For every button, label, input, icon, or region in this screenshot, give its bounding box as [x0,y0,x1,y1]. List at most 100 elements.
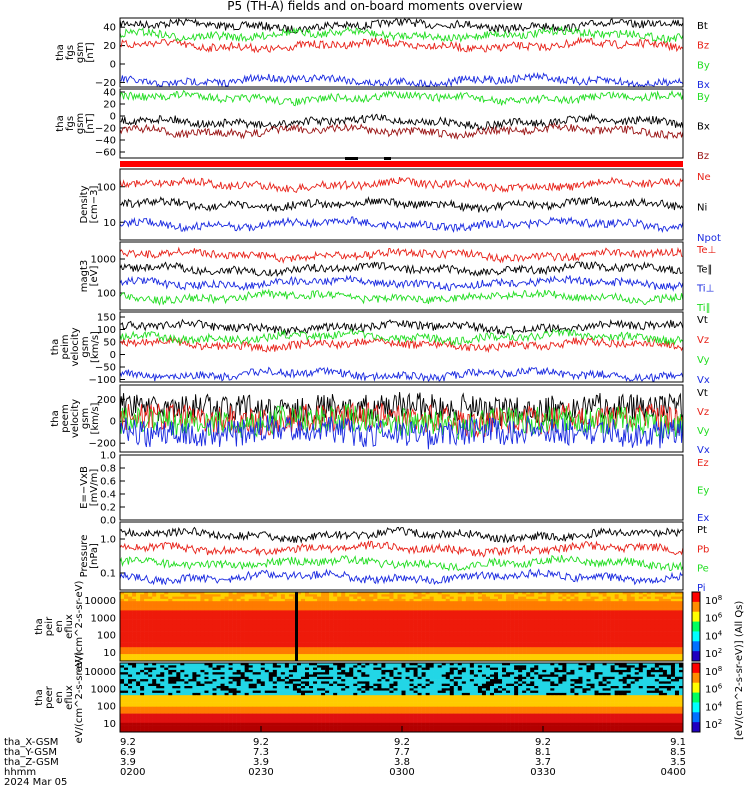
heatmap-cell [578,631,582,634]
heatmap-cell [570,668,574,671]
heatmap-cell [233,606,237,609]
heatmap-cell [309,615,313,618]
heatmap-cell [655,594,659,597]
heatmap-cell [237,629,241,632]
heatmap-cell [454,645,458,648]
heatmap-cell [446,608,450,611]
heatmap-cell [365,601,369,604]
heatmap-cell [124,594,128,597]
heatmap-cell [140,622,144,625]
heatmap-cell [373,606,377,609]
heatmap-cell [534,617,538,620]
heatmap-cell [486,636,490,639]
heatmap-cell [490,652,494,655]
heatmap-cell [188,645,192,648]
heatmap-cell [667,629,671,632]
heatmap-cell [494,631,498,634]
heatmap-cell [591,670,595,673]
heatmap-cell [562,624,566,627]
heatmap-cell [550,647,554,650]
heatmap-cell [188,647,192,650]
heatmap-cell [349,652,353,655]
heatmap-cell [631,647,635,650]
heatmap-cell [498,613,502,616]
heatmap-cell [369,627,373,630]
heatmap-cell [309,638,313,641]
heatmap-cell [615,620,619,623]
heatmap-cell [144,599,148,602]
heatmap-cell [426,652,430,655]
heatmap-cell [233,668,237,671]
heatmap-cell [249,601,253,604]
heatmap-cell [377,601,381,604]
heatmap-cell [164,624,168,627]
heatmap-cell [337,636,341,639]
heatmap-cell [225,647,229,650]
heatmap-cell [550,652,554,655]
heatmap-cell [510,624,514,627]
heatmap-cell [526,604,530,607]
heatmap-cell [229,647,233,650]
heatmap-cell [265,643,269,646]
y-tick-label: 1000 [91,613,116,624]
heatmap-cell [237,645,241,648]
heatmap-cell [144,668,148,671]
heatmap-cell [414,597,418,600]
heatmap-cell [562,670,566,673]
legend-vy: Vy [697,426,710,437]
heatmap-cell [221,631,225,634]
heatmap-cell [494,599,498,602]
heatmap-cell [233,633,237,636]
heatmap-cell [526,615,530,618]
heatmap-cell [522,610,526,613]
heatmap-cell [663,643,667,646]
heatmap-cell [414,650,418,653]
heatmap-cell [406,610,410,613]
heatmap-cell [558,613,562,616]
heatmap-cell [566,613,570,616]
heatmap-cell [373,631,377,634]
heatmap-cell [337,652,341,655]
heatmap-cell [671,633,675,636]
heatmap-cell [225,643,229,646]
heatmap-cell [273,636,277,639]
heatmap-cell [591,647,595,650]
heatmap-cell [349,622,353,625]
heatmap-cell [277,599,281,602]
heatmap-cell [631,638,635,641]
heatmap-cell [152,617,156,620]
heatmap-cell [414,638,418,641]
heatmap-cell [414,604,418,607]
heatmap-cell [655,633,659,636]
heatmap-cell [152,597,156,600]
heatmap-cell [550,604,554,607]
heatmap-cell [623,633,627,636]
heatmap-cell [619,643,623,646]
heatmap-cell [184,629,188,632]
heatmap-cell [518,643,522,646]
heatmap-cell [269,622,273,625]
heatmap-cell [546,610,550,613]
heatmap-cell [603,594,607,597]
heatmap-cell [663,622,667,625]
heatmap-cell [241,650,245,653]
heatmap-cell [538,631,542,634]
heatmap-cell [341,656,345,659]
heatmap-cell [458,640,462,643]
heatmap-cell [566,670,570,673]
heatmap-cell [136,610,140,613]
heatmap-cell [305,672,309,675]
heatmap-cell [184,670,188,673]
heatmap-cell [397,643,401,646]
heatmap-cell [514,606,518,609]
heatmap-cell [454,597,458,600]
heatmap-cell [442,622,446,625]
heatmap-cell [502,606,506,609]
heatmap-cell [196,636,200,639]
heatmap-cell [233,597,237,600]
heatmap-cell [494,633,498,636]
heatmap-cell [534,622,538,625]
heatmap-cell [341,617,345,620]
heatmap-cell [506,629,510,632]
